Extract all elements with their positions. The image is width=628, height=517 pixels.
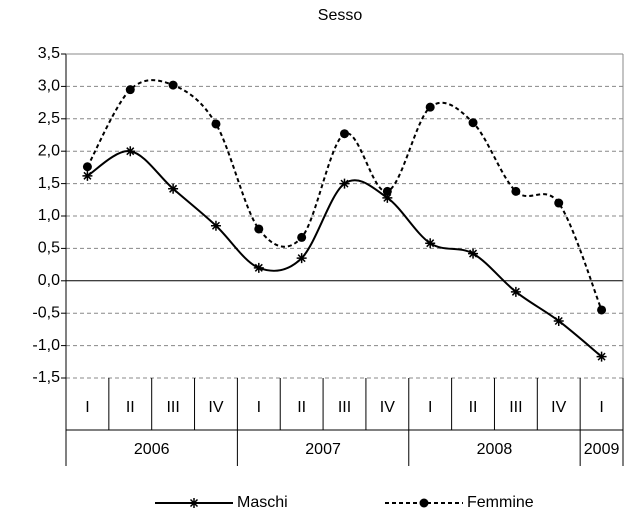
x-tick-label: III: [166, 399, 179, 416]
y-tick-label: -0,5: [32, 304, 60, 321]
y-tick-label: -1,5: [32, 369, 60, 386]
marker: [425, 238, 436, 249]
marker: [82, 170, 93, 181]
series-line: [86, 79, 603, 311]
x-tick-label: IV: [551, 399, 566, 416]
x-tick-label: II: [469, 399, 478, 416]
y-tick-label: 1,0: [38, 207, 60, 224]
marker: [419, 498, 429, 508]
x-tick-label: III: [509, 399, 522, 416]
marker: [596, 351, 607, 362]
marker: [189, 498, 199, 508]
marker: [468, 248, 479, 259]
group-label: 2007: [305, 441, 341, 458]
marker: [168, 80, 178, 90]
y-tick-label: 0,0: [38, 272, 60, 289]
x-tick-label: I: [257, 399, 261, 416]
x-tick-label: IV: [380, 399, 395, 416]
y-tick-label: 0,5: [38, 240, 60, 257]
x-tick-label: I: [599, 399, 603, 416]
x-tick-label: II: [126, 399, 135, 416]
legend-label: Maschi: [237, 494, 288, 511]
marker: [340, 129, 349, 139]
x-tick-label: III: [338, 399, 351, 416]
marker: [82, 162, 92, 172]
y-tick-label: -1,0: [32, 337, 60, 354]
group-label: 2006: [134, 441, 170, 458]
marker: [253, 262, 264, 273]
y-tick-label: 3,5: [38, 45, 60, 62]
marker: [125, 146, 136, 157]
marker: [511, 186, 521, 196]
marker: [125, 85, 135, 95]
y-tick-label: 1,5: [38, 175, 60, 192]
y-tick-label: 2,0: [38, 142, 60, 159]
marker: [554, 198, 564, 208]
legend-label: Femmine: [467, 494, 534, 511]
x-tick-label: I: [85, 399, 89, 416]
group-label: 2009: [584, 441, 620, 458]
marker: [210, 220, 221, 231]
marker: [254, 224, 264, 234]
x-tick-label: IV: [208, 399, 223, 416]
marker: [468, 118, 478, 128]
y-tick-label: 3,0: [38, 78, 60, 95]
marker: [382, 192, 393, 203]
marker: [382, 186, 392, 196]
y-tick-label: 2,5: [38, 110, 60, 127]
marker: [211, 119, 221, 129]
marker: [510, 286, 521, 297]
marker: [597, 305, 607, 315]
marker: [297, 232, 307, 242]
x-tick-label: II: [297, 399, 306, 416]
marker: [425, 102, 435, 112]
x-tick-label: I: [428, 399, 432, 416]
marker: [168, 183, 179, 194]
marker: [296, 253, 307, 264]
marker: [553, 315, 564, 326]
chart-title: Sesso: [318, 7, 363, 24]
marker: [339, 178, 350, 189]
group-label: 2008: [477, 441, 513, 458]
